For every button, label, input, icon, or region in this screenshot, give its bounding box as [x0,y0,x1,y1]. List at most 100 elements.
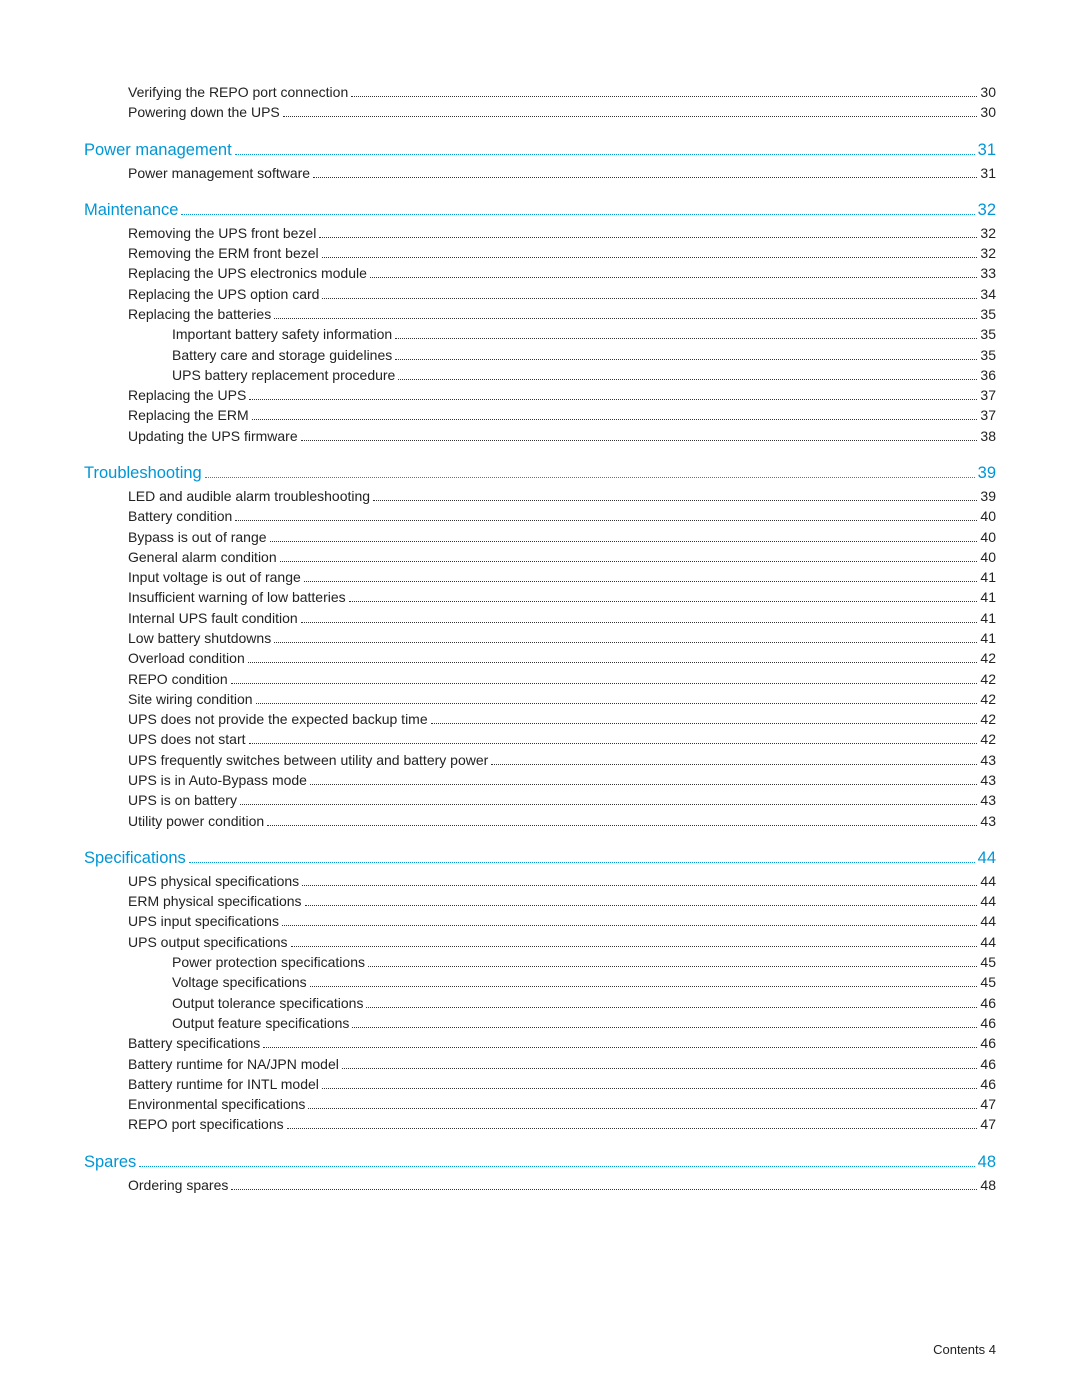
toc-entry[interactable]: Battery specifications46 [128,1033,996,1053]
toc-entry[interactable]: Output feature specifications46 [172,1013,996,1033]
toc-entry-label: Battery condition [128,506,232,526]
toc-entry-page: 35 [980,324,996,344]
toc-entry[interactable]: Verifying the REPO port connection30 [128,82,996,102]
toc-dot-leader [280,551,978,562]
toc-entry[interactable]: Low battery shutdowns41 [128,628,996,648]
toc-entry[interactable]: Powering down the UPS30 [128,102,996,122]
toc-entry[interactable]: UPS does not provide the expected backup… [128,709,996,729]
toc-entry-label: Battery care and storage guidelines [172,345,392,365]
toc-entry[interactable]: Important battery safety information35 [172,324,996,344]
toc-entry-label: Input voltage is out of range [128,567,301,587]
toc-entry-label: Replacing the UPS [128,385,246,405]
toc-section-heading[interactable]: Specifications44 [84,847,996,871]
toc-entry[interactable]: ERM physical specifications44 [128,891,996,911]
toc-entry[interactable]: Updating the UPS firmware38 [128,426,996,446]
footer-label: Contents [933,1342,985,1357]
toc-entry[interactable]: UPS is on battery43 [128,790,996,810]
toc-section-heading[interactable]: Troubleshooting39 [84,462,996,486]
toc-entry[interactable]: Battery condition 40 [128,506,996,526]
toc-entry[interactable]: Removing the UPS front bezel32 [128,223,996,243]
toc-entry-page: 46 [980,1054,996,1074]
toc-entry[interactable]: Battery care and storage guidelines 35 [172,345,996,365]
toc-dot-leader [322,247,978,258]
toc-entry[interactable]: Removing the ERM front bezel32 [128,243,996,263]
toc-entry[interactable]: Overload condition42 [128,648,996,668]
toc-section-heading[interactable]: Spares48 [84,1151,996,1175]
toc-entry-page: 48 [978,1151,996,1175]
toc-entry-page: 31 [980,163,996,183]
toc-entry-page: 36 [980,365,996,385]
toc-entry-label: Environmental specifications [128,1094,305,1114]
toc-entry[interactable]: UPS physical specifications44 [128,871,996,891]
toc-entry[interactable]: General alarm condition40 [128,547,996,567]
toc-section-heading[interactable]: Maintenance32 [84,199,996,223]
toc-dot-leader [249,389,977,400]
toc-entry[interactable]: UPS does not start42 [128,729,996,749]
toc-entry-label: Power management software [128,163,310,183]
toc-dot-leader [431,713,978,724]
toc-dot-leader [287,1118,978,1129]
toc-entry[interactable]: UPS input specifications44 [128,911,996,931]
toc-entry[interactable]: Insufficient warning of low batteries41 [128,587,996,607]
toc-entry[interactable]: Replacing the batteries35 [128,304,996,324]
toc-entry[interactable]: UPS is in Auto-Bypass mode43 [128,770,996,790]
toc-entry-page: 44 [980,891,996,911]
toc-entry[interactable]: Replacing the UPS option card34 [128,284,996,304]
toc-entry[interactable]: Replacing the UPS37 [128,385,996,405]
toc-entry-page: 43 [980,790,996,810]
toc-entry-page: 33 [980,263,996,283]
toc-entry-label: Maintenance [84,199,178,223]
toc-entry[interactable]: Power management software 31 [128,163,996,183]
toc-dot-leader [189,850,975,863]
toc-dot-leader [282,915,977,926]
toc-entry[interactable]: Output tolerance specifications46 [172,993,996,1013]
toc-entry-page: 40 [980,527,996,547]
toc-entry-label: LED and audible alarm troubleshooting [128,486,370,506]
toc-entry[interactable]: Environmental specifications 47 [128,1094,996,1114]
toc-entry-label: Low battery shutdowns [128,628,271,648]
toc-entry-page: 44 [980,871,996,891]
toc-entry[interactable]: UPS frequently switches between utility … [128,750,996,770]
toc-entry[interactable]: Voltage specifications45 [172,972,996,992]
toc-dot-leader [301,612,978,623]
toc-entry[interactable]: REPO port specifications47 [128,1114,996,1134]
toc-section-heading[interactable]: Power management31 [84,139,996,163]
toc-entry[interactable]: UPS output specifications44 [128,932,996,952]
toc-entry-label: Ordering spares [128,1175,228,1195]
toc-dot-leader [235,510,977,521]
toc-entry-label: Battery runtime for INTL model [128,1074,319,1094]
toc-entry-page: 41 [980,567,996,587]
toc-entry[interactable]: Replacing the ERM37 [128,405,996,425]
toc-entry-page: 48 [980,1175,996,1195]
toc-entry[interactable]: Ordering spares 48 [128,1175,996,1195]
toc-entry[interactable]: UPS battery replacement procedure36 [172,365,996,385]
toc-entry-label: Replacing the UPS electronics module [128,263,367,283]
toc-entry-page: 35 [980,345,996,365]
toc-entry-page: 35 [980,304,996,324]
toc-entry-page: 40 [980,506,996,526]
toc-entry[interactable]: Input voltage is out of range 41 [128,567,996,587]
toc-entry[interactable]: Power protection specifications45 [172,952,996,972]
toc-dot-leader [252,409,978,420]
toc-entry-page: 47 [980,1094,996,1114]
toc-entry[interactable]: Battery runtime for INTL model46 [128,1074,996,1094]
toc-entry-label: UPS frequently switches between utility … [128,750,488,770]
toc-entry-page: 44 [978,847,996,871]
toc-entry-page: 32 [980,243,996,263]
toc-entry-page: 32 [980,223,996,243]
toc-entry-label: General alarm condition [128,547,277,567]
toc-entry[interactable]: Site wiring condition42 [128,689,996,709]
toc-entry[interactable]: Internal UPS fault condition41 [128,608,996,628]
toc-dot-leader [305,895,978,906]
toc-entry[interactable]: LED and audible alarm troubleshooting39 [128,486,996,506]
toc-entry-page: 43 [980,770,996,790]
toc-dot-leader [283,106,978,117]
toc-entry[interactable]: Bypass is out of range40 [128,527,996,547]
toc-entry[interactable]: Battery runtime for NA/JPN model46 [128,1054,996,1074]
toc-entry[interactable]: Utility power condition43 [128,811,996,831]
toc-entry[interactable]: REPO condition42 [128,669,996,689]
toc-entry-label: Replacing the ERM [128,405,249,425]
toc-entry[interactable]: Replacing the UPS electronics module 33 [128,263,996,283]
document-page: Verifying the REPO port connection30Powe… [0,0,1080,1397]
toc-dot-leader [373,490,977,501]
